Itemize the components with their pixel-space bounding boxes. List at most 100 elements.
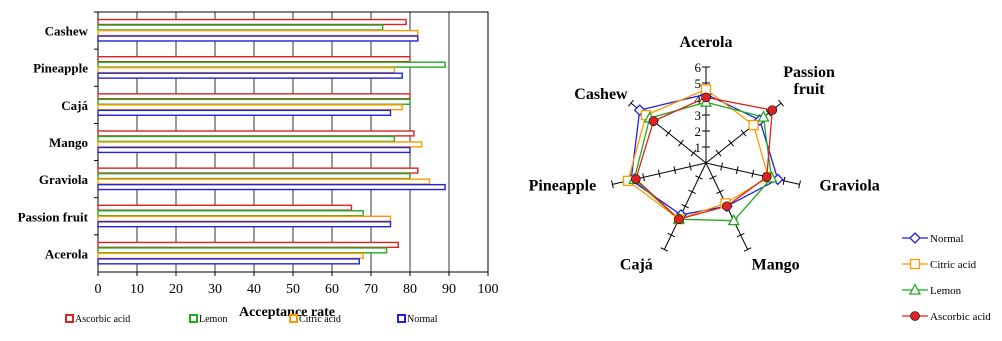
- radar-axis-label-graviola: Graviola: [819, 177, 879, 194]
- radar-tick: [715, 149, 722, 157]
- radar-tick: [716, 189, 724, 195]
- bar-normal-cashew: [97, 35, 419, 42]
- bar-chart: 0 10 20 30 40 50 60 70 80 90 100 Acceptance rate Ace…: [0, 0, 500, 336]
- radar-point-ascorbic-acid-pineapple: [631, 174, 641, 184]
- radar-tick: [678, 139, 684, 147]
- bar-ascorbic-acid-acerola: [97, 241, 399, 249]
- radar-series-line-lemon: [633, 101, 773, 222]
- bar-citric-acid-graviola: [97, 178, 431, 185]
- x-tick-label: 0: [95, 282, 102, 297]
- radar-value-label: 3: [695, 108, 702, 123]
- bar-citric-acid-pineapple: [97, 67, 396, 74]
- radar-value-label: 6: [695, 60, 702, 75]
- x-tick-label: 20: [169, 282, 183, 297]
- radar-tick: [740, 129, 747, 137]
- radar-tick: [720, 162, 723, 171]
- legend-label-lemon: Lemon: [930, 285, 962, 297]
- legend-label-lemon: Lemon: [199, 314, 227, 325]
- legend-swatch-lemon: [189, 314, 198, 323]
- radar-tick: [782, 176, 786, 185]
- radar-point-citric-acid-acerola: [700, 84, 712, 95]
- radar-point-lemon-passion-fruit: [757, 110, 770, 122]
- radar-series-line-citric-acid: [627, 88, 770, 220]
- legend-marker-citric-acid: [909, 258, 921, 270]
- bar-citric-acid-cashew: [97, 29, 419, 37]
- bar-citric-acid-caja: [97, 104, 403, 111]
- radar-tick: [642, 173, 645, 182]
- radar-axis-label-mango: Mango: [752, 256, 800, 273]
- radar-tick: [690, 149, 697, 157]
- radar-tick: [665, 129, 672, 137]
- radar-tick: [667, 232, 676, 238]
- radar-tick: [660, 247, 669, 252]
- legend-label-citric-acid: Citric acid: [299, 314, 341, 325]
- bar-chart-svg: 0 10 20 30 40 50 60 70 80 90 100 Acceptance rate Ace…: [18, 11, 499, 325]
- radar-tick: [728, 139, 734, 147]
- bar-citric-acid-acerola: [97, 252, 364, 260]
- radar-tick: [689, 162, 692, 171]
- radar-tick: [611, 180, 614, 189]
- y-tick-label-cashew: Cashew: [45, 24, 89, 39]
- x-tick-label: 30: [208, 282, 222, 297]
- bar-lemon-cashew: [97, 24, 384, 31]
- legend-swatch-ascorbic-acid: [65, 314, 74, 323]
- radar-axis-label-cashew: Cashew: [574, 86, 628, 103]
- bar-lemon-acerola: [97, 247, 388, 254]
- bar-normal-mango: [97, 146, 411, 154]
- radar-tick: [709, 175, 717, 180]
- radar-tick: [681, 204, 689, 209]
- radar-point-ascorbic-acid-passion-fruit: [767, 105, 778, 115]
- legend-marker-normal: [909, 232, 921, 244]
- y-tick-label-pineapple: Pineapple: [33, 61, 88, 76]
- radar-tick: [657, 169, 661, 178]
- x-tick-label: 90: [442, 282, 456, 297]
- radar-point-ascorbic-acid-graviola: [762, 172, 772, 182]
- radar-axis-label-acerola: Acerola: [679, 34, 732, 51]
- radar-tick: [778, 99, 784, 107]
- radar-tick: [695, 175, 703, 180]
- radar-tick: [673, 166, 677, 175]
- y-tick-label-mango: Mango: [49, 135, 88, 150]
- radar-tick: [765, 109, 772, 117]
- legend-label-citric-acid: Citric acid: [930, 259, 977, 271]
- bar-normal-pineapple: [97, 72, 403, 79]
- y-tick-label-graviola: Graviola: [39, 172, 89, 187]
- radar-axis-label-passion-fruit: fruit: [794, 81, 826, 98]
- radar-chart: 1 2 3 4 5 6 Acerola Passion fruit Graviola Mango Ca…: [520, 0, 1002, 336]
- radar-tick: [798, 180, 801, 189]
- radar-series-line-ascorbic-acid: [635, 96, 773, 220]
- bar-ascorbic-acid-pineapple: [97, 56, 411, 63]
- radar-value-label: 5: [695, 76, 702, 91]
- bar-ascorbic-acid-caja: [97, 93, 411, 100]
- bar-lemon-pineapple: [97, 61, 446, 68]
- radar-point-ascorbic-acid-caja: [674, 214, 684, 225]
- radar-tick: [743, 247, 752, 252]
- radar-axis-label-pineapple: Pineapple: [529, 177, 597, 194]
- bar-normal-graviola: [97, 183, 446, 191]
- radar-value-label: 1: [695, 140, 702, 155]
- bar-normal-caja: [97, 109, 392, 116]
- radar-point-lemon-mango: [727, 213, 740, 226]
- radar-tick: [736, 232, 745, 238]
- bar-citric-acid-passion-fruit: [97, 215, 392, 222]
- legend-swatch-citric-acid: [289, 314, 298, 323]
- legend-marker-ascorbic-acid: [910, 311, 920, 321]
- bar-lemon-graviola: [97, 172, 411, 180]
- bar-lemon-mango: [97, 135, 396, 143]
- x-tick-label: 100: [478, 282, 499, 297]
- radar-point-ascorbic-acid-cashew: [648, 116, 659, 126]
- radar-tick: [751, 169, 755, 178]
- x-tick-label: 60: [325, 282, 339, 297]
- x-tick-label: 40: [247, 282, 261, 297]
- x-axis-label: Acceptance rate: [239, 305, 335, 320]
- legend-label-ascorbic-acid: Ascorbic acid: [75, 314, 130, 325]
- radar-axis-label-caja: Cajá: [620, 256, 653, 273]
- legend-label-normal: Normal: [930, 233, 964, 245]
- x-tick-label: 80: [403, 282, 417, 297]
- radar-tick: [628, 99, 634, 107]
- radar-axis-label-passion-fruit: Passion: [783, 64, 835, 81]
- legend-label-ascorbic-acid: Ascorbic acid: [930, 311, 991, 323]
- bar-normal-acerola: [97, 258, 360, 265]
- radar-tick: [688, 189, 696, 195]
